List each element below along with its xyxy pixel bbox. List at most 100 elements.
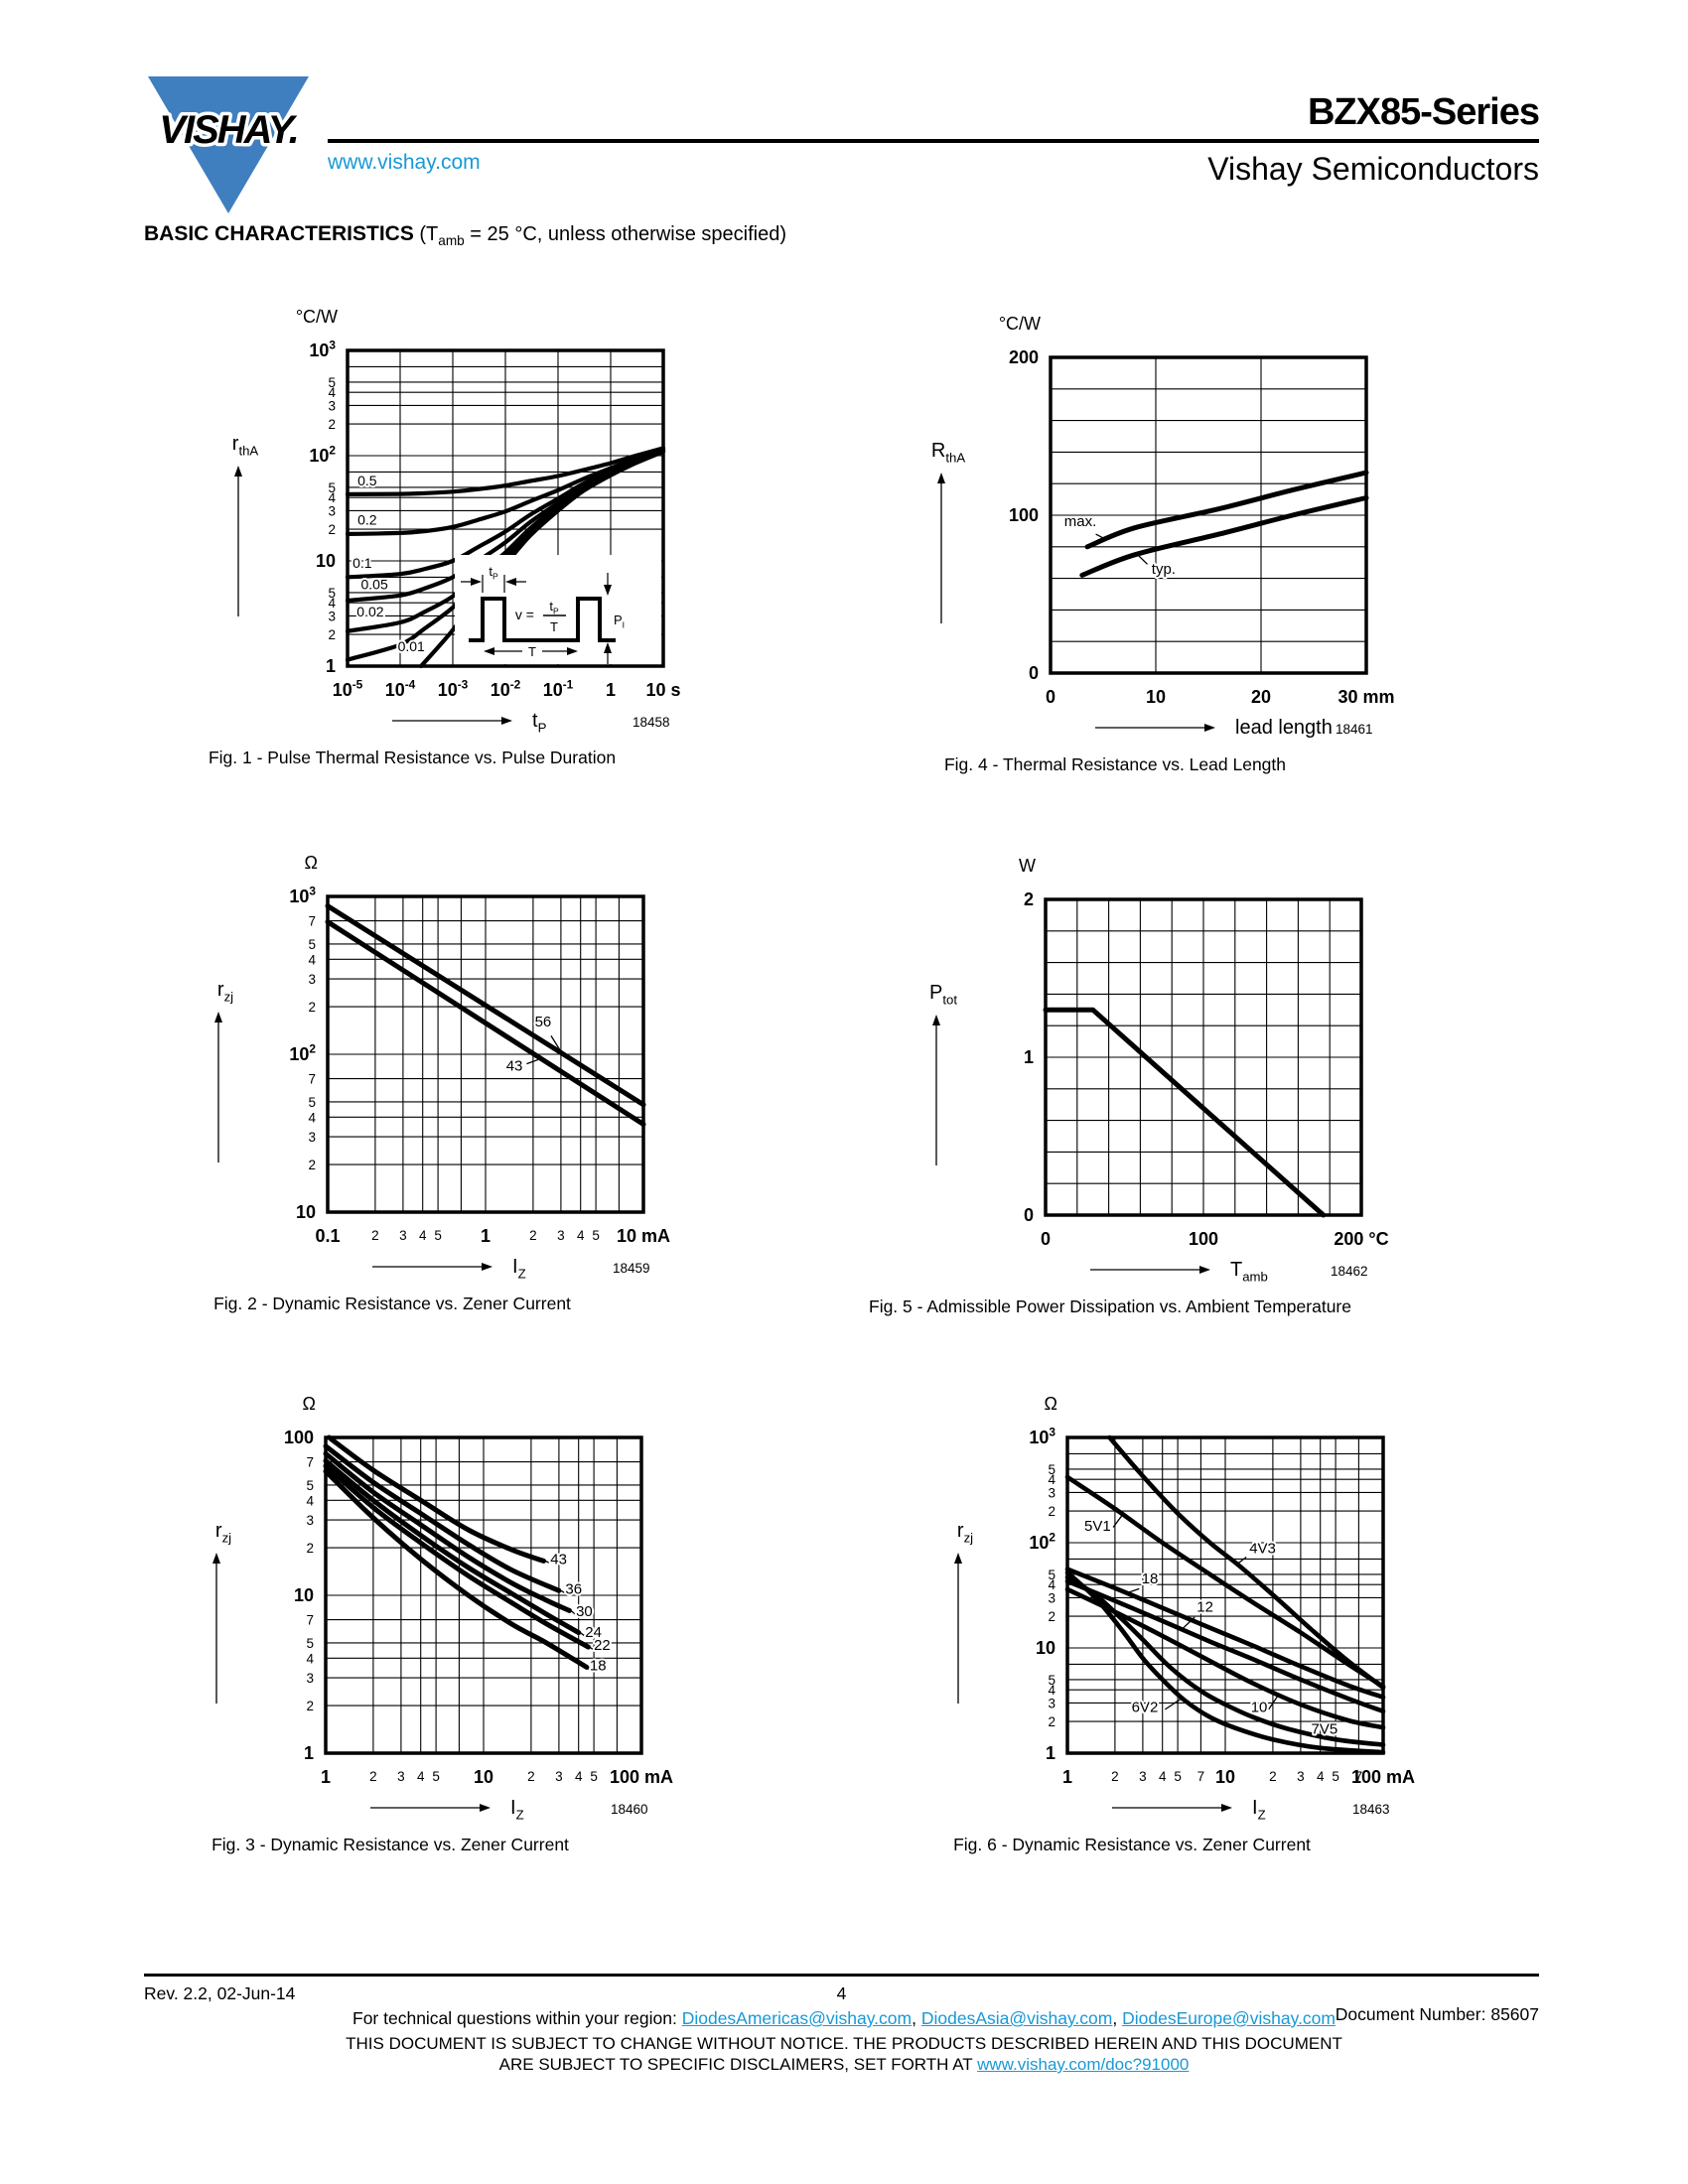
- svg-text:3: 3: [328, 503, 336, 518]
- svg-text:5: 5: [328, 480, 336, 495]
- header-rule: [328, 139, 1539, 143]
- svg-text:103: 103: [289, 884, 316, 906]
- svg-text:IZ: IZ: [1252, 1797, 1266, 1822]
- svg-text:3: 3: [1297, 1769, 1305, 1784]
- svg-text:43: 43: [506, 1057, 523, 1074]
- svg-text:18463: 18463: [1352, 1802, 1390, 1817]
- svg-text:4: 4: [306, 1493, 314, 1508]
- svg-text:1: 1: [326, 656, 336, 676]
- figure-1: tP v = tP T T PI 0.5 0.2 0.1 0.05 0.02 0.01 103 102 10…: [149, 291, 784, 768]
- svg-text:rzj: rzj: [957, 1520, 973, 1545]
- svg-text:102: 102: [1029, 1530, 1055, 1553]
- svg-text:4: 4: [1048, 1683, 1055, 1698]
- svg-text:1: 1: [1046, 1743, 1055, 1763]
- svg-text:2: 2: [308, 1000, 316, 1015]
- svg-text:5: 5: [1332, 1769, 1339, 1784]
- svg-text:5: 5: [306, 1478, 314, 1493]
- svg-text:W: W: [1019, 856, 1036, 876]
- website-link[interactable]: www.vishay.com: [328, 151, 481, 174]
- svg-text:Tamb: Tamb: [1230, 1259, 1268, 1284]
- svg-text:2: 2: [369, 1769, 377, 1784]
- svg-text:2: 2: [1048, 1714, 1055, 1729]
- svg-text:0: 0: [1041, 1229, 1051, 1249]
- svg-text:3: 3: [557, 1228, 565, 1243]
- svg-text:103: 103: [1029, 1425, 1055, 1447]
- svg-text:4V3: 4V3: [1249, 1540, 1276, 1557]
- svg-text:4: 4: [328, 596, 336, 611]
- svg-text:4: 4: [1317, 1769, 1325, 1784]
- svg-text:22: 22: [594, 1637, 611, 1654]
- email-link-asia[interactable]: DiodesAsia@vishay.com: [920, 2008, 1113, 2028]
- svg-text:0.1: 0.1: [315, 1226, 340, 1246]
- svg-text:tP: tP: [489, 564, 498, 582]
- svg-text:18461: 18461: [1336, 722, 1373, 737]
- svg-text:7V5: 7V5: [1312, 1721, 1338, 1738]
- svg-text:4: 4: [419, 1228, 427, 1243]
- svg-text:7: 7: [308, 914, 316, 929]
- svg-text:2: 2: [328, 417, 336, 432]
- svg-text:4: 4: [1048, 1472, 1055, 1487]
- svg-text:18462: 18462: [1331, 1264, 1368, 1279]
- svg-text:4: 4: [575, 1769, 583, 1784]
- svg-text:T: T: [528, 644, 536, 659]
- svg-text:4: 4: [308, 952, 316, 967]
- svg-text:6V2: 6V2: [1132, 1700, 1159, 1716]
- svg-text:30 mm: 30 mm: [1337, 687, 1394, 707]
- svg-text:5: 5: [328, 375, 336, 390]
- fig3-caption: Fig. 3 - Dynamic Resistance vs. Zener Cu…: [211, 1835, 569, 1854]
- svg-text:typ.: typ.: [1152, 561, 1176, 578]
- svg-text:3: 3: [308, 972, 316, 987]
- svg-text:18: 18: [1142, 1570, 1159, 1587]
- svg-text:°C/W: °C/W: [999, 314, 1041, 334]
- svg-text:100: 100: [1189, 1229, 1218, 1249]
- svg-text:tP: tP: [549, 599, 559, 616]
- svg-text:7: 7: [1355, 1769, 1363, 1784]
- svg-text:3: 3: [1048, 1590, 1055, 1605]
- svg-text:2: 2: [1048, 1504, 1055, 1519]
- svg-text:5: 5: [432, 1769, 440, 1784]
- svg-text:3: 3: [328, 398, 336, 413]
- svg-text:1: 1: [606, 680, 616, 700]
- figure-2: 56 43 103 102 10 7 5 4 3 2 7 5 4 3 2 0.1 1 10 mA 2 3 4 5 2 3 4 5 Ω…: [129, 837, 765, 1314]
- series-title: BZX85-Series: [1307, 91, 1540, 133]
- svg-text:PI: PI: [614, 613, 625, 630]
- svg-text:12: 12: [1196, 1599, 1213, 1616]
- svg-text:3: 3: [306, 1513, 314, 1528]
- svg-text:5: 5: [308, 1095, 316, 1110]
- disclaimer-link[interactable]: www.vishay.com/doc?91000: [977, 2055, 1190, 2074]
- svg-text:3: 3: [328, 609, 336, 623]
- section-condition: (Tamb = 25 °C, unless otherwise specifie…: [413, 223, 787, 248]
- svg-text:lead length: lead length: [1235, 717, 1333, 739]
- svg-text:2: 2: [328, 522, 336, 537]
- svg-text:1: 1: [1062, 1767, 1072, 1787]
- svg-text:4: 4: [417, 1769, 425, 1784]
- footer-disclaimer-line1: THIS DOCUMENT IS SUBJECT TO CHANGE WITHO…: [346, 2034, 1342, 2053]
- footer-revision: Rev. 2.2, 02-Jun-14: [144, 1983, 296, 2003]
- svg-text:102: 102: [289, 1041, 316, 1064]
- fig6-caption: Fig. 6 - Dynamic Resistance vs. Zener Cu…: [953, 1835, 1311, 1854]
- svg-text:5: 5: [434, 1228, 442, 1243]
- svg-text:Ω: Ω: [305, 853, 318, 873]
- svg-text:100 mA: 100 mA: [1351, 1767, 1415, 1787]
- svg-text:18460: 18460: [611, 1802, 648, 1817]
- svg-text:10-3: 10-3: [438, 677, 469, 700]
- svg-text:tP: tP: [532, 710, 547, 735]
- svg-text:0: 0: [1029, 663, 1039, 683]
- svg-text:7: 7: [308, 1072, 316, 1087]
- svg-text:18458: 18458: [633, 715, 670, 730]
- svg-text:4: 4: [1159, 1769, 1167, 1784]
- svg-text:2: 2: [1048, 1609, 1055, 1624]
- svg-text:rzj: rzj: [215, 1520, 231, 1545]
- email-link-europe[interactable]: DiodesEurope@vishay.com: [1122, 2008, 1336, 2028]
- svg-text:4: 4: [306, 1651, 314, 1666]
- svg-text:10: 10: [294, 1585, 314, 1605]
- svg-text:rzj: rzj: [217, 979, 233, 1004]
- page-number: 4: [836, 1983, 847, 2003]
- svg-text:10: 10: [296, 1202, 316, 1222]
- svg-text:4: 4: [1048, 1577, 1055, 1592]
- email-link-americas[interactable]: DiodesAmericas@vishay.com: [681, 2008, 913, 2028]
- svg-text:0.05: 0.05: [361, 576, 388, 592]
- footer-row: Rev. 2.2, 02-Jun-14 4 Document Number: 8…: [144, 1983, 1539, 2024]
